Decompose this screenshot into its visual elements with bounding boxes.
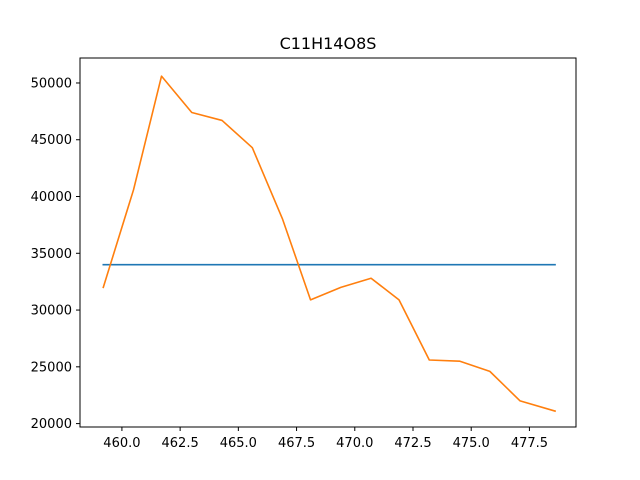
x-tick-label: 462.5: [162, 436, 199, 451]
y-tick-label: 35000: [31, 247, 72, 262]
x-tick-label: 460.0: [103, 436, 140, 451]
series-layer: [102, 75, 557, 413]
x-tick-label: 472.5: [394, 436, 431, 451]
y-tick-label: 20000: [31, 417, 72, 432]
y-tick-label: 50000: [31, 76, 72, 91]
x-tick-label: 467.5: [278, 436, 315, 451]
y-tick-label: 45000: [31, 133, 72, 148]
chart-title: C11H14O8S: [280, 34, 377, 53]
y-tick-label: 30000: [31, 304, 72, 319]
x-axis: 460.0 462.5 465.0 467.5 470.0 472.5 475.0 477.5: [103, 427, 548, 451]
x-tick-label: 475.0: [453, 436, 490, 451]
x-tick-label: 465.0: [220, 436, 257, 451]
y-axis: 20000 25000 30000 35000 40000 45000 50000: [31, 76, 80, 432]
series-line-2: [102, 75, 557, 413]
y-tick-label: 40000: [31, 190, 72, 205]
x-tick-label: 470.0: [336, 436, 373, 451]
x-tick-label: 477.5: [511, 436, 548, 451]
plot-frame: [79, 57, 577, 428]
y-tick-label: 25000: [31, 360, 72, 375]
